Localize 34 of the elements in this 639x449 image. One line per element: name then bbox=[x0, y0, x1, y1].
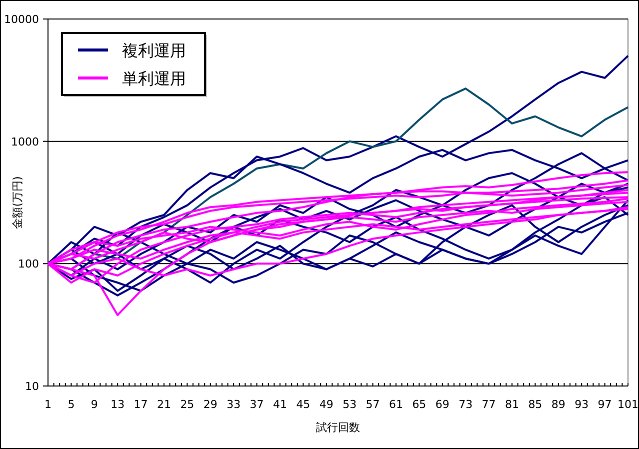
y-tick-label: 100 bbox=[18, 258, 39, 271]
x-tick-label: 41 bbox=[273, 398, 287, 411]
x-axis-title: 試行回数 bbox=[316, 421, 360, 434]
x-tick-label: 57 bbox=[366, 398, 380, 411]
x-tick-label: 61 bbox=[389, 398, 403, 411]
x-tick-label: 5 bbox=[68, 398, 75, 411]
x-tick-label: 37 bbox=[250, 398, 264, 411]
x-tick-label: 81 bbox=[505, 398, 519, 411]
x-tick-label: 29 bbox=[203, 398, 218, 411]
y-axis-title: 金額(万円) bbox=[11, 176, 24, 229]
x-tick-label: 25 bbox=[180, 398, 194, 411]
x-tick-label: 53 bbox=[342, 398, 357, 411]
y-tick-label: 10000 bbox=[4, 13, 39, 26]
legend-label: 複利運用 bbox=[122, 41, 186, 60]
x-tick-label: 13 bbox=[110, 398, 125, 411]
x-tick-label: 17 bbox=[134, 398, 148, 411]
x-tick-label: 85 bbox=[528, 398, 542, 411]
x-tick-label: 45 bbox=[296, 398, 310, 411]
x-tick-label: 9 bbox=[90, 398, 98, 411]
x-tick-label: 21 bbox=[157, 398, 171, 411]
y-tick-label: 1000 bbox=[11, 135, 39, 148]
x-tick-label: 1 bbox=[44, 398, 52, 411]
x-tick-label: 101 bbox=[618, 398, 638, 411]
x-tick-label: 69 bbox=[435, 398, 450, 411]
legend-label: 単利運用 bbox=[122, 69, 186, 88]
x-tick-label: 77 bbox=[482, 398, 496, 411]
x-tick-label: 89 bbox=[551, 398, 566, 411]
x-tick-label: 33 bbox=[226, 398, 241, 411]
y-tick-label: 10 bbox=[25, 380, 39, 393]
x-tick-label: 97 bbox=[598, 398, 612, 411]
x-tick-label: 65 bbox=[412, 398, 426, 411]
x-tick-label: 49 bbox=[319, 398, 334, 411]
x-tick-label: 93 bbox=[574, 398, 589, 411]
x-tick-label: 73 bbox=[458, 398, 473, 411]
